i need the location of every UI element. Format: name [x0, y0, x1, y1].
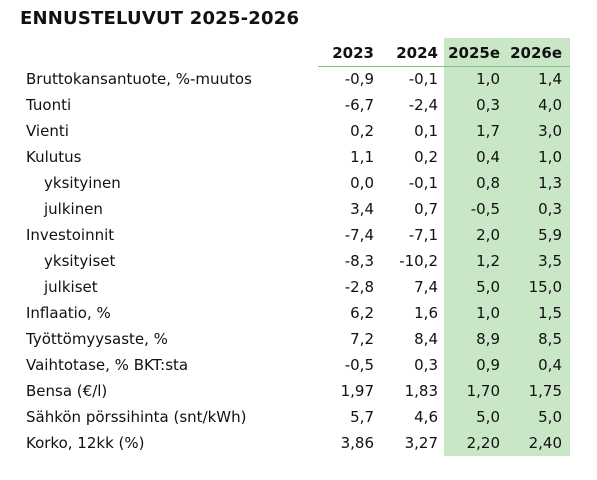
table-cell: 0,2	[350, 122, 374, 140]
table-cell: -6,7	[344, 96, 374, 114]
table-cell: -0,1	[408, 70, 438, 88]
table-row: Tuonti -6,7 -2,4 0,3 4,0	[0, 92, 597, 118]
table-cell: 7,4	[414, 278, 438, 296]
row-label: Sähkön pörssihinta (snt/kWh)	[26, 408, 247, 426]
table-row: Vienti 0,2 0,1 1,7 3,0	[0, 118, 597, 144]
table-cell: 1,0	[538, 148, 562, 166]
table-cell: 1,83	[404, 382, 438, 400]
column-header: 2025e	[448, 44, 500, 62]
table-title: ENNUSTELUVUT 2025-2026	[20, 8, 300, 29]
row-sublabel: yksityinen	[44, 174, 121, 192]
column-header: 2024	[396, 44, 438, 62]
table-row: Bensa (€/l) 1,97 1,83 1,70 1,75	[0, 378, 597, 404]
table-cell: -7,4	[344, 226, 374, 244]
table-cell: 7,2	[350, 330, 374, 348]
table-cell: 0,4	[476, 148, 500, 166]
table-cell: 0,9	[476, 356, 500, 374]
table-cell: 4,0	[538, 96, 562, 114]
table-cell: 0,3	[538, 200, 562, 218]
table-cell: 2,20	[466, 434, 500, 452]
row-label: Inflaatio, %	[26, 304, 111, 322]
table-cell: 5,0	[538, 408, 562, 426]
table-cell: -0,5	[470, 200, 500, 218]
table-cell: 1,0	[476, 70, 500, 88]
table-cell: 1,4	[538, 70, 562, 88]
table-cell: -2,8	[344, 278, 374, 296]
row-label: Vaihtotase, % BKT:sta	[26, 356, 189, 374]
table-cell: 8,5	[538, 330, 562, 348]
table-cell: -0,9	[344, 70, 374, 88]
table-cell: 3,4	[350, 200, 374, 218]
table-cell: 1,75	[528, 382, 562, 400]
table-cell: 6,2	[350, 304, 374, 322]
table-cell: 0,4	[538, 356, 562, 374]
row-label: Bruttokansantuote, %-muutos	[26, 70, 252, 88]
table-cell: 3,0	[538, 122, 562, 140]
table-row: julkinen 3,4 0,7 -0,5 0,3	[0, 196, 597, 222]
table-cell: 2,40	[528, 434, 562, 452]
table-cell: 0,3	[414, 356, 438, 374]
table-cell: -8,3	[344, 252, 374, 270]
table-row: Inflaatio, % 6,2 1,6 1,0 1,5	[0, 300, 597, 326]
table-cell: 1,7	[476, 122, 500, 140]
column-header: 2026e	[510, 44, 562, 62]
table-cell: 1,97	[340, 382, 374, 400]
forecast-column-highlight	[444, 38, 570, 456]
table-cell: 2,0	[476, 226, 500, 244]
header-divider	[318, 66, 570, 67]
table-row: yksityiset -8,3 -10,2 1,2 3,5	[0, 248, 597, 274]
row-sublabel: yksityiset	[44, 252, 116, 270]
row-label: Korko, 12kk (%)	[26, 434, 145, 452]
table-cell: 3,5	[538, 252, 562, 270]
table-cell: -10,2	[399, 252, 438, 270]
table-cell: -0,1	[408, 174, 438, 192]
table-cell: 15,0	[528, 278, 562, 296]
row-sublabel: julkinen	[44, 200, 103, 218]
table-cell: 0,7	[414, 200, 438, 218]
table-cell: 0,2	[414, 148, 438, 166]
table-cell: 5,9	[538, 226, 562, 244]
table-row: Bruttokansantuote, %-muutos -0,9 -0,1 1,0 1,…	[0, 66, 597, 92]
row-label: Tuonti	[26, 96, 72, 114]
table-cell: 0,8	[476, 174, 500, 192]
table-header-row: 2023 2024 2025e 2026e	[0, 40, 597, 66]
table-cell: 1,70	[466, 382, 500, 400]
row-sublabel: julkiset	[44, 278, 98, 296]
table-cell: 1,0	[476, 304, 500, 322]
table-row: Vaihtotase, % BKT:sta -0,5 0,3 0,9 0,4	[0, 352, 597, 378]
table-cell: 0,1	[414, 122, 438, 140]
table-cell: -7,1	[408, 226, 438, 244]
table-cell: 0,3	[476, 96, 500, 114]
table-cell: 1,3	[538, 174, 562, 192]
table-row: Kulutus 1,1 0,2 0,4 1,0	[0, 144, 597, 170]
table-cell: 3,27	[404, 434, 438, 452]
table-cell: 5,7	[350, 408, 374, 426]
table-cell: -2,4	[408, 96, 438, 114]
row-label: Työttömyysaste, %	[26, 330, 168, 348]
table-cell: 3,86	[340, 434, 374, 452]
forecast-table: 2023 2024 2025e 2026e Bruttokansantuote,…	[0, 40, 597, 456]
table-cell: -0,5	[344, 356, 374, 374]
row-label: Bensa (€/l)	[26, 382, 108, 400]
row-label: Vienti	[26, 122, 69, 140]
table-cell: 5,0	[476, 278, 500, 296]
table-row: Sähkön pörssihinta (snt/kWh) 5,7 4,6 5,0 5,0	[0, 404, 597, 430]
table-cell: 5,0	[476, 408, 500, 426]
table-row: Korko, 12kk (%) 3,86 3,27 2,20 2,40	[0, 430, 597, 456]
table-row: julkiset -2,8 7,4 5,0 15,0	[0, 274, 597, 300]
row-label: Investoinnit	[26, 226, 115, 244]
table-cell: 1,2	[476, 252, 500, 270]
table-cell: 1,6	[414, 304, 438, 322]
column-header: 2023	[332, 44, 374, 62]
table-cell: 4,6	[414, 408, 438, 426]
table-cell: 8,4	[414, 330, 438, 348]
table-cell: 0,0	[350, 174, 374, 192]
table-row: Työttömyysaste, % 7,2 8,4 8,9 8,5	[0, 326, 597, 352]
table-row: yksityinen 0,0 -0,1 0,8 1,3	[0, 170, 597, 196]
table-cell: 1,5	[538, 304, 562, 322]
row-label: Kulutus	[26, 148, 82, 166]
table-cell: 8,9	[476, 330, 500, 348]
table-cell: 1,1	[350, 148, 374, 166]
table-row: Investoinnit -7,4 -7,1 2,0 5,9	[0, 222, 597, 248]
